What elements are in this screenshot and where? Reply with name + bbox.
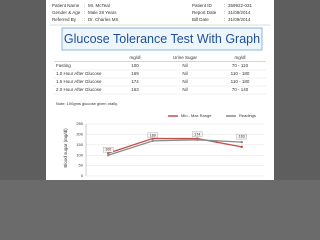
cell: Nil: [182, 79, 187, 84]
cell: 1.0 Hour After Glucose: [56, 71, 102, 76]
column-header: mg/dl: [129, 55, 140, 60]
y-tick-label: 100: [76, 152, 83, 157]
cell: 110 - 180: [231, 79, 250, 84]
field-value: Mr. McTeal: [88, 3, 110, 8]
cell: Fasting: [56, 63, 71, 68]
y-tick-label: 50: [79, 163, 84, 168]
series-line: [108, 139, 242, 156]
cell: Nil: [182, 71, 187, 76]
note: Note: 100gms glucose given orally.: [56, 101, 118, 106]
field-label: Bill Date: [192, 17, 209, 22]
y-tick-label: 0: [81, 173, 84, 178]
cell: Nil: [182, 63, 187, 68]
report-page: Glucose Tolerance Test With Graph Note: …: [0, 0, 320, 180]
data-label-box: [147, 132, 158, 138]
field-colon: :: [224, 17, 225, 22]
cell: Nil: [182, 87, 187, 92]
column-header: mg/dl: [234, 55, 245, 60]
cell: 2.0 Hour After Glucose: [56, 87, 102, 92]
cell: 100: [131, 63, 139, 68]
title-box: [61, 27, 263, 51]
field-colon: :: [84, 17, 85, 22]
field-colon: :: [224, 3, 225, 8]
y-tick-label: 200: [76, 131, 83, 136]
cell: 110 - 180: [231, 71, 250, 76]
field-colon: :: [84, 3, 85, 8]
column-header: Urine Sugar: [173, 55, 198, 60]
data-label: 163: [239, 135, 245, 139]
cell: 174: [131, 79, 139, 84]
y-axis-label: Blood sugar (mg/dl): [63, 128, 68, 168]
cell: 169: [131, 71, 139, 76]
field-label: Patient ID: [192, 3, 213, 8]
point: [196, 138, 199, 142]
field-value: 359922-031: [228, 3, 253, 8]
point: [107, 154, 110, 157]
data-label-box: [236, 133, 247, 140]
cell: 70 - 110: [232, 63, 249, 68]
series-line: [108, 137, 242, 154]
data-label: 174: [194, 132, 200, 136]
data-label: 169: [150, 133, 156, 137]
field-label: Referred By: [52, 17, 77, 22]
field-value: 31/09/2014: [228, 17, 251, 22]
cell: 1.5 Hour After Glucose: [56, 79, 102, 84]
legend-label: Readings: [239, 113, 256, 118]
y-tick-label: 150: [76, 142, 83, 147]
field-label: Gender & Age: [52, 10, 81, 15]
field-label: Report Date: [192, 10, 217, 15]
legend-label: Min - Max Range: [181, 113, 212, 118]
field-colon: :: [84, 10, 85, 15]
cell: 70 - 140: [232, 87, 249, 92]
point: [240, 145, 243, 149]
field-value: Male 28 Years: [88, 10, 117, 15]
data-label-box: [103, 147, 114, 153]
point: [240, 140, 243, 144]
field-label: Patient Name: [52, 3, 80, 8]
field-value: Dr. Charles MS: [88, 17, 119, 22]
title: Glucose Tolerance Test With Graph: [64, 32, 260, 46]
point: [151, 139, 154, 143]
field-value: 31/09/2014: [228, 10, 251, 15]
data-label: 100: [105, 148, 111, 152]
cell: 163: [131, 87, 139, 92]
y-tick-label: 250: [76, 121, 83, 126]
field-colon: :: [224, 10, 225, 15]
point: [107, 151, 110, 155]
data-label-box: [192, 131, 203, 137]
